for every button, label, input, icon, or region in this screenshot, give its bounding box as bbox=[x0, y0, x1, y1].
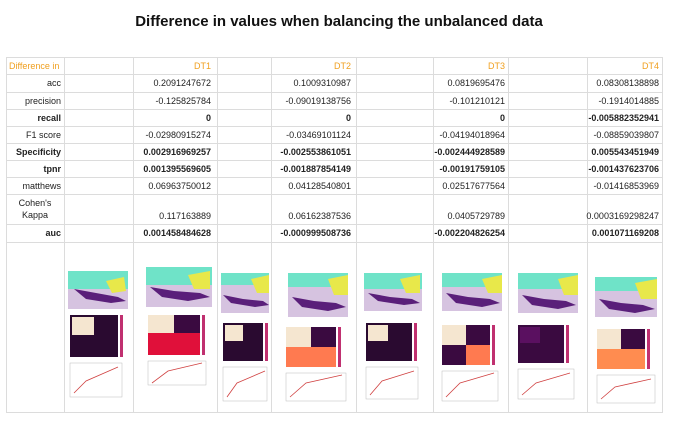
dt2-unbalanced-plots-thumbnail bbox=[221, 273, 269, 402]
row-label-cohens-kappa: Cohen's Kappa bbox=[18, 198, 52, 220]
table-cell: 0.0819695476 bbox=[447, 78, 505, 88]
table-cell: 0.117163889 bbox=[159, 211, 211, 221]
column-header-dt1: DT1 bbox=[193, 61, 211, 71]
row-label-tpnr: tpnr bbox=[43, 164, 62, 174]
table-cell: -0.101210121 bbox=[449, 96, 505, 106]
row-label-specificity: Specificity bbox=[15, 147, 61, 157]
row-label-f1-score: F1 score bbox=[25, 130, 61, 140]
table-cell: 0.1009310987 bbox=[293, 78, 351, 88]
corner-header: Difference in bbox=[9, 61, 60, 71]
table-cell: -0.125825784 bbox=[155, 96, 211, 106]
table-cell: 0.005543451949 bbox=[591, 147, 659, 157]
table-cell: -0.08859039807 bbox=[593, 130, 659, 140]
table-cell: 0 bbox=[345, 113, 351, 123]
table-cell: -0.01416853969 bbox=[593, 181, 659, 191]
dt3-unbalanced-plots-thumbnail bbox=[364, 273, 422, 400]
table-cell: 0.08308138898 bbox=[596, 78, 659, 88]
dt2-balanced-plots-thumbnail bbox=[285, 273, 348, 402]
dt4-balanced-plots-thumbnail bbox=[595, 277, 657, 404]
table-cell: -0.04194018964 bbox=[439, 130, 505, 140]
dt1-unbalanced-plots-thumbnail bbox=[68, 271, 128, 398]
column-header-dt4: DT4 bbox=[641, 61, 659, 71]
table-cell: 0.02517677564 bbox=[442, 181, 505, 191]
column-header-dt2: DT2 bbox=[333, 61, 351, 71]
table-cell: -0.00191759105 bbox=[439, 164, 505, 174]
row-label-acc: acc bbox=[46, 78, 61, 88]
row-label-recall: recall bbox=[37, 113, 61, 123]
table-cell: 0.2091247672 bbox=[153, 78, 211, 88]
table-cell: 0.001071169208 bbox=[591, 228, 659, 238]
table-cell: 0.06162387536 bbox=[288, 211, 351, 221]
table-cell: -0.03469101124 bbox=[286, 130, 351, 140]
table-cell: 0.0405729789 bbox=[447, 211, 505, 221]
table-cell: -0.000999508736 bbox=[280, 228, 351, 238]
table-cell: 0.06963750012 bbox=[148, 181, 211, 191]
row-label-precision: precision bbox=[24, 96, 61, 106]
row-label-auc: auc bbox=[45, 228, 61, 238]
table-cell: -0.002444928589 bbox=[434, 147, 505, 157]
dt4-unbalanced-plots-thumbnail bbox=[517, 273, 578, 400]
dt3-balanced-plots-thumbnail bbox=[441, 273, 502, 402]
table-cell: -0.002553861051 bbox=[280, 147, 351, 157]
row-label-matthews: matthews bbox=[22, 181, 61, 191]
table-cell: -0.001887854149 bbox=[280, 164, 351, 174]
table-cell: -0.002204826254 bbox=[434, 228, 505, 238]
table-cell: 0.001458484628 bbox=[143, 228, 211, 238]
table-cell: 0.04128540801 bbox=[288, 181, 351, 191]
results-table: Difference in DT1 DT2 DT3 DT4 acc 0.2091… bbox=[6, 57, 663, 413]
column-header-dt3: DT3 bbox=[487, 61, 505, 71]
table-cell: -0.09019138756 bbox=[285, 96, 351, 106]
table-cell: -0.001437623706 bbox=[588, 164, 659, 174]
table-cell: -0.005882352941 bbox=[588, 113, 659, 123]
dt1-balanced-plots-thumbnail bbox=[146, 267, 212, 386]
table-cell: 0 bbox=[499, 113, 505, 123]
table-cell: -0.02980915274 bbox=[145, 130, 211, 140]
table-cell: 0 bbox=[205, 113, 211, 123]
table-cell: 0.002916969257 bbox=[143, 147, 211, 157]
page-title: Difference in values when balancing the … bbox=[135, 13, 543, 30]
table-cell: 0.001395569605 bbox=[143, 164, 211, 174]
table-cell: -0.1914014885 bbox=[598, 96, 659, 106]
table-cell: 0.0003169298247 bbox=[586, 211, 659, 221]
